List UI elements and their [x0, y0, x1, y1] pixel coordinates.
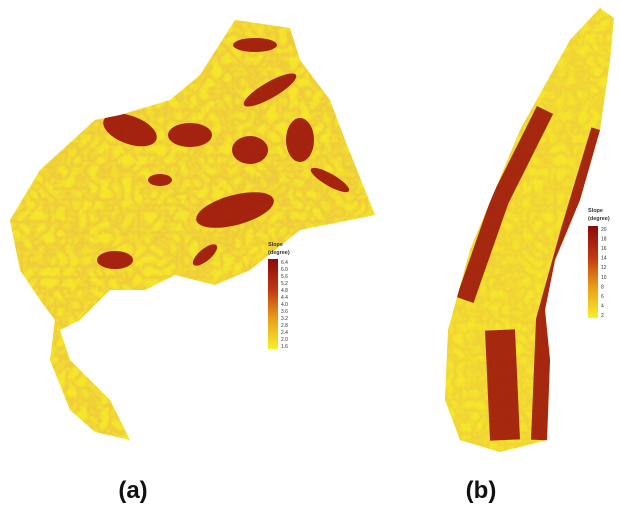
legend-unit: (degree): [268, 250, 290, 256]
map-a: [0, 0, 380, 450]
legend-tick-label: 14: [601, 256, 607, 262]
legend-tick-label: 2.4: [281, 330, 288, 336]
legend-tick-label: 4.0: [281, 302, 288, 308]
legend-tick-label: 3.2: [281, 316, 288, 322]
legend-tick-label: 2: [601, 313, 604, 319]
legend-tick-label: 6.4: [281, 260, 288, 266]
legend-tick-label: 16: [601, 246, 607, 252]
legend-tick-label: 5.6: [281, 274, 288, 280]
panel-label: (a): [118, 477, 147, 504]
legend-title: Slope: [588, 208, 603, 214]
colorbar: [268, 259, 278, 349]
legend-tick-label: 4: [601, 303, 604, 309]
legend-tick-label: 20: [601, 227, 607, 233]
legend-tick-label: 4.8: [281, 288, 288, 294]
legend-tick-label: 18: [601, 237, 607, 243]
legend-tick-label: 6.0: [281, 267, 288, 273]
panel-label: (b): [466, 477, 497, 504]
legend-tick-label: 12: [601, 265, 607, 271]
legend-tick-label: 8: [601, 284, 604, 290]
legend-tick-label: 5.2: [281, 281, 288, 287]
legend-title: Slope: [268, 242, 283, 248]
colorbar: [588, 226, 598, 318]
legend-unit: (degree): [588, 216, 610, 222]
legend-tick-label: 3.6: [281, 309, 288, 315]
legend-tick-label: 4.4: [281, 295, 288, 301]
legend-tick-label: 2.8: [281, 323, 288, 329]
legend-tick-label: 1.6: [281, 344, 288, 350]
legend-b: Slope (degree): [588, 208, 610, 318]
legend-tick-label: 2.0: [281, 337, 288, 343]
figure: Slope (degree) Slope (degree) (a) (b) 6.…: [0, 0, 620, 505]
legend-tick-label: 6: [601, 294, 604, 300]
legend-tick-label: 10: [601, 275, 607, 281]
